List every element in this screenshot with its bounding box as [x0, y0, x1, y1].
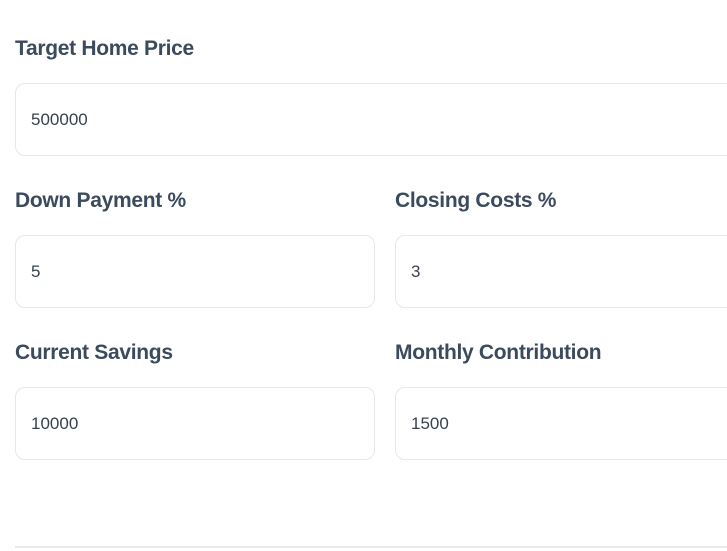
down-payment-label: Down Payment % [15, 189, 186, 212]
field-group-down-payment: Down Payment % [15, 188, 375, 308]
monthly-contribution-input[interactable] [395, 387, 727, 460]
field-group-monthly-contribution: Monthly Contribution [395, 340, 727, 460]
form-grid: Target Home Price Down Payment % Closing… [15, 36, 727, 460]
closing-costs-input[interactable] [395, 235, 727, 308]
current-savings-label: Current Savings [15, 341, 173, 364]
current-savings-input[interactable] [15, 387, 375, 460]
down-payment-input[interactable] [15, 235, 375, 308]
field-group-current-savings: Current Savings [15, 340, 375, 460]
target-home-price-label: Target Home Price [15, 37, 194, 60]
field-group-closing-costs: Closing Costs % [395, 188, 727, 308]
target-home-price-input[interactable] [15, 83, 727, 156]
closing-costs-label: Closing Costs % [395, 189, 557, 212]
monthly-contribution-label: Monthly Contribution [395, 341, 602, 364]
field-group-target-home-price: Target Home Price [15, 36, 727, 156]
section-divider [15, 546, 727, 548]
